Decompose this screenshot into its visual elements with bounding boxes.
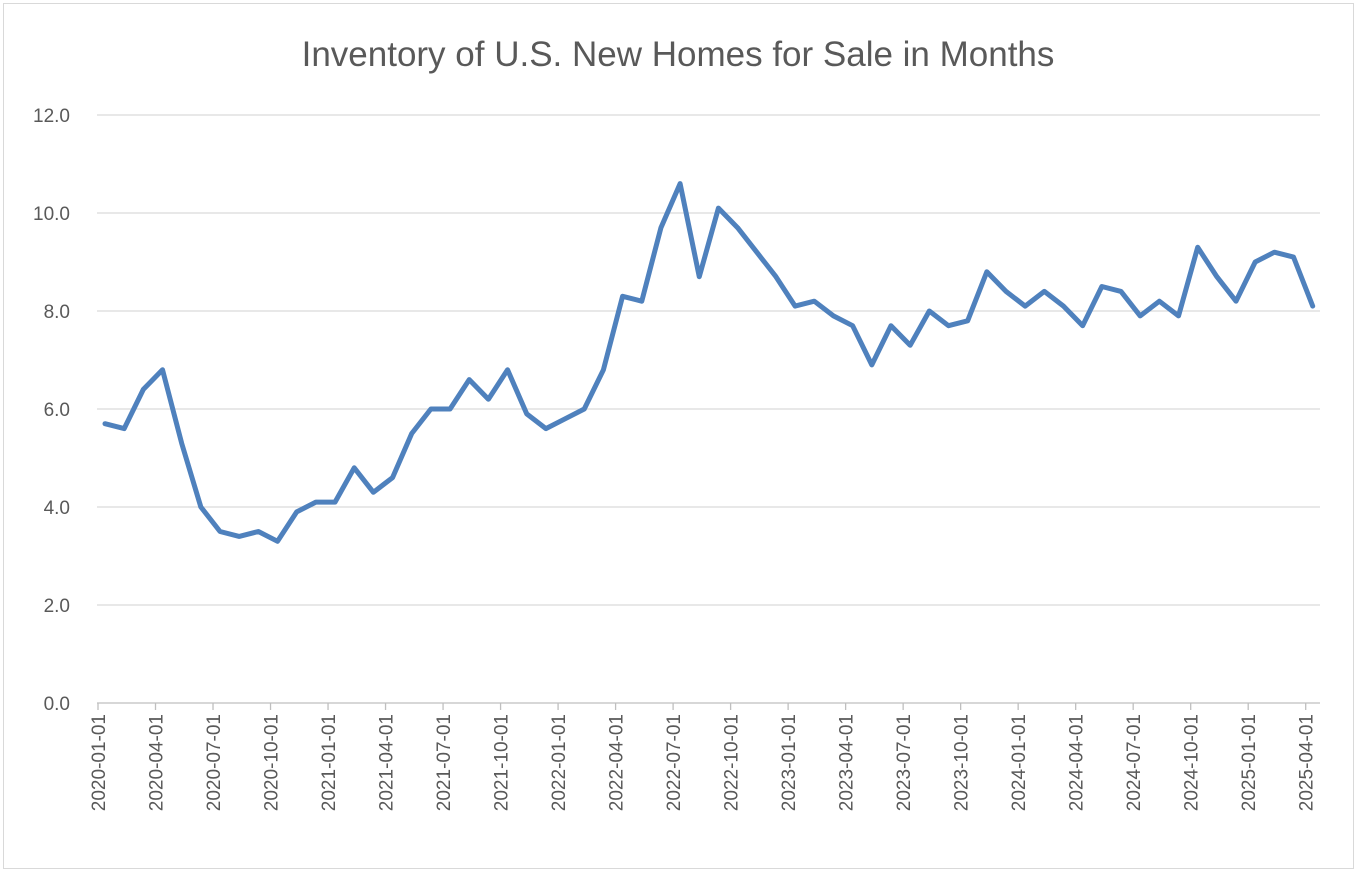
x-tick-label: 2024-10-01 [1182, 714, 1203, 811]
x-tick-label: 2024-04-01 [1067, 714, 1088, 811]
y-tick-label: 6.0 [44, 400, 70, 421]
series-layer [102, 181, 1316, 544]
chart-title: Inventory of U.S. New Homes for Sale in … [302, 35, 1055, 74]
x-tick-label: 2023-07-01 [894, 714, 915, 811]
y-tick-label: 12.0 [33, 106, 70, 127]
x-tick-label: 2023-01-01 [779, 714, 800, 811]
x-tick-label: 2021-10-01 [492, 714, 513, 811]
x-tick-label: 2020-10-01 [262, 714, 283, 811]
y-tick-label: 4.0 [44, 498, 70, 519]
x-tick-label: 2025-04-01 [1297, 714, 1318, 811]
x-tick-label: 2023-10-01 [952, 714, 973, 811]
x-tick-label: 2024-07-01 [1124, 714, 1145, 811]
x-axis: 2020-01-01 2020-04-01 2020-07-01 2020-10-01… [89, 702, 1320, 811]
chart-frame [3, 3, 1354, 869]
x-tick-label: 2022-07-01 [664, 714, 685, 811]
gridlines [97, 114, 1320, 606]
x-tick-label: 2024-01-01 [1009, 714, 1030, 811]
x-tick-label: 2025-01-01 [1239, 714, 1260, 811]
x-tick-label: 2020-01-01 [89, 714, 110, 811]
x-tick-label: 2023-04-01 [837, 714, 858, 811]
y-tick-label: 8.0 [44, 302, 70, 323]
x-tick-label: 2020-04-01 [147, 714, 168, 811]
x-tick-label: 2022-01-01 [549, 714, 570, 811]
y-tick-label: 10.0 [33, 204, 70, 225]
y-tick-label: 2.0 [44, 596, 70, 617]
x-tick-label: 2020-07-01 [204, 714, 225, 811]
x-tick-label: 2022-04-01 [607, 714, 628, 811]
x-tick-label: 2022-10-01 [722, 714, 743, 811]
x-tick-label: 2021-04-01 [377, 714, 398, 811]
x-tick-label: 2021-01-01 [319, 714, 340, 811]
y-tick-label: 0.0 [44, 694, 70, 715]
series-line-inventory [102, 181, 1316, 544]
x-tick-label: 2021-07-01 [434, 714, 455, 811]
y-axis: 0.0 2.0 4.0 6.0 8.0 10.0 12.0 [33, 106, 70, 715]
